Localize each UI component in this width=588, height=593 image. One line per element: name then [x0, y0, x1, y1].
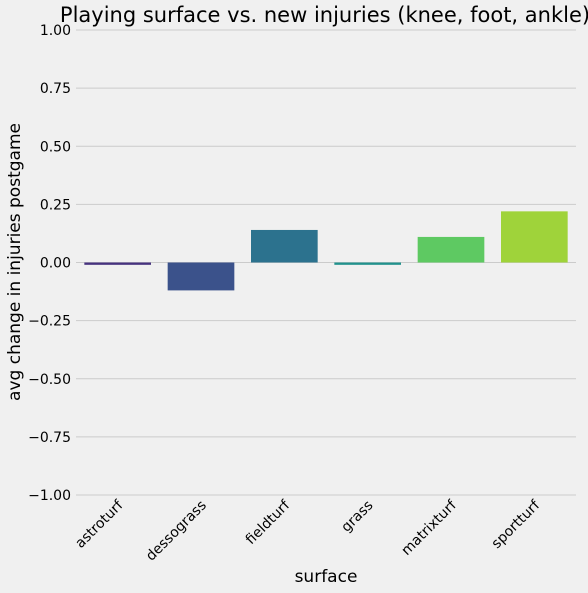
bars — [84, 211, 568, 291]
y-tick-label: 0.50 — [40, 139, 71, 155]
y-tick-label: 1.00 — [40, 23, 71, 39]
y-tick-label: −0.25 — [28, 314, 71, 330]
y-tick-label: −0.75 — [28, 430, 71, 446]
y-tick-label: −1.00 — [28, 488, 71, 504]
bar-fieldturf — [251, 229, 318, 263]
bar-sportturf — [501, 211, 568, 263]
bar-astroturf — [84, 262, 151, 265]
y-tick-labels: 1.00 0.75 0.50 0.25 0.00 −0.25 −0.50 −0.75 −1.00 — [28, 23, 71, 504]
y-tick-label: −0.50 — [28, 372, 71, 388]
bar-grass — [334, 262, 401, 265]
y-tick-label: 0.75 — [40, 81, 71, 97]
y-tick-label: 0.00 — [40, 256, 71, 272]
bar-dessograss — [167, 262, 235, 291]
y-tick-label: 0.25 — [40, 197, 71, 213]
x-axis-label: surface — [295, 567, 358, 587]
chart-title: Playing surface vs. new injuries (knee, … — [60, 3, 588, 27]
bar-matrixturf — [417, 236, 485, 263]
y-axis-label: avg change in injuries postgame — [5, 123, 25, 401]
gridlines — [76, 29, 576, 496]
